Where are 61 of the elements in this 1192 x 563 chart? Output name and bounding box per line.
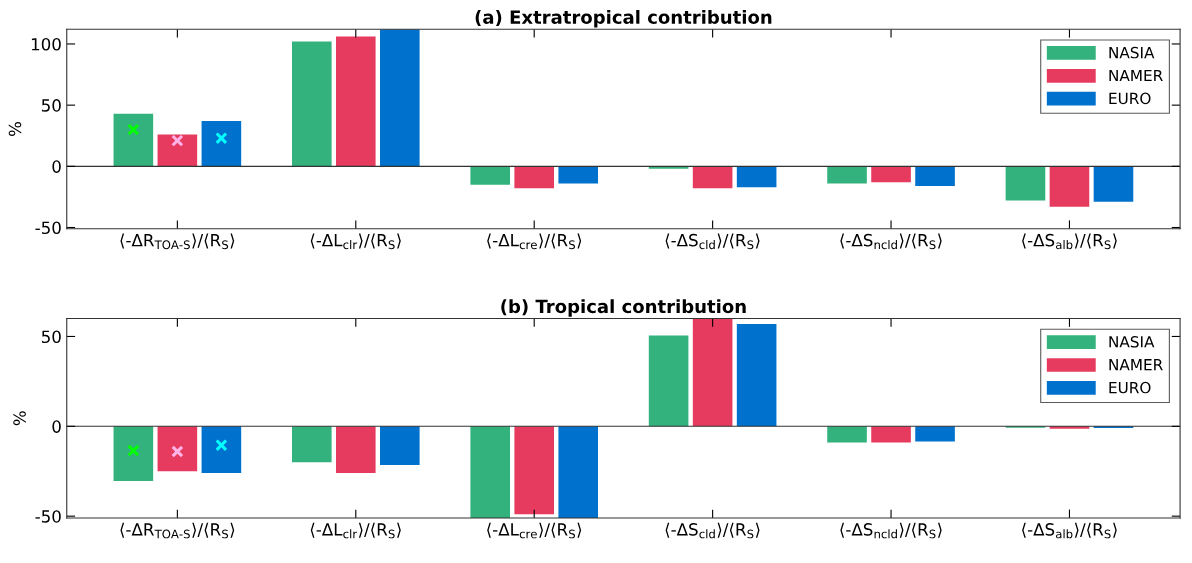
legend-label: EURO	[1109, 381, 1151, 394]
y-tick-label: 100	[31, 37, 61, 51]
bar	[915, 166, 955, 186]
bar	[1005, 166, 1046, 201]
bar	[201, 121, 242, 167]
bar	[736, 323, 777, 427]
bar	[558, 166, 599, 184]
bar	[915, 426, 955, 442]
x-tick-label: ⟨-ΔL$_{clr}$⟩/⟨R$_{S}$⟩	[310, 233, 401, 250]
chart-title: (b) Tropical contribution	[501, 299, 746, 317]
x-tick-label: ⟨-ΔL$_{cre}$⟩/⟨R$_{S}$⟩	[487, 233, 582, 250]
y-tick-label: 50	[41, 330, 61, 344]
y-axis-title: %	[13, 411, 26, 426]
bar	[736, 166, 777, 188]
bar	[470, 166, 510, 185]
y-tick-label: -50	[35, 221, 61, 235]
bar	[157, 134, 198, 167]
bar	[379, 426, 420, 465]
bar	[113, 426, 154, 482]
bar	[291, 426, 332, 463]
bar	[335, 36, 376, 167]
bar	[871, 426, 911, 443]
legend-label: NAMER	[1109, 359, 1163, 371]
legend-label: NASIA	[1109, 46, 1155, 59]
x-tick-label: ⟨-ΔR$_{TOA-S}$⟩/⟨R$_{S}$⟩	[120, 233, 235, 250]
x-tick-label: ⟨-ΔS$_{ncld}$⟩/⟨R$_{S}$⟩	[840, 233, 942, 250]
legend-label: NAMER	[1109, 69, 1163, 82]
x-tick-label: ⟨-ΔS$_{cld}$⟩/⟨R$_{S}$⟩	[665, 233, 760, 250]
legend-label: NASIA	[1109, 336, 1155, 348]
x-tick-label: ⟨-ΔS$_{alb}$⟩/⟨R$_{S}$⟩	[1022, 233, 1117, 250]
bar	[871, 166, 911, 183]
y-tick-label: 0	[52, 420, 61, 433]
bar	[157, 426, 198, 472]
bar	[692, 166, 733, 189]
bar	[514, 426, 555, 515]
x-tick-label: ⟨-ΔS$_{cld}$⟩/⟨R$_{S}$⟩	[665, 522, 760, 539]
bar	[291, 41, 332, 167]
bar	[1093, 166, 1134, 202]
bar	[379, 29, 420, 167]
legend-label: EURO	[1109, 92, 1151, 105]
x-tick-label: ⟨-ΔS$_{ncld}$⟩/⟨R$_{S}$⟩	[840, 522, 942, 539]
bar	[470, 426, 510, 518]
y-tick-label: -50	[35, 510, 61, 523]
bar	[201, 426, 242, 474]
bar	[558, 426, 599, 518]
y-axis-title: %	[8, 122, 22, 137]
bar	[113, 113, 154, 167]
x-tick-label: ⟨-ΔR$_{TOA-S}$⟩/⟨R$_{S}$⟩	[120, 522, 235, 539]
bar	[335, 426, 376, 474]
bar	[1049, 166, 1090, 207]
y-tick-label: 0	[52, 160, 61, 173]
bar	[827, 426, 867, 443]
x-tick-label: ⟨-ΔL$_{clr}$⟩/⟨R$_{S}$⟩	[310, 522, 401, 539]
bar	[514, 166, 555, 189]
y-tick-label: 50	[41, 99, 61, 112]
chart-title: (a) Extratropical contribution	[475, 10, 772, 28]
bar	[692, 318, 733, 427]
x-tick-label: ⟨-ΔL$_{cre}$⟩/⟨R$_{S}$⟩	[487, 522, 582, 539]
x-tick-label: ⟨-ΔS$_{alb}$⟩/⟨R$_{S}$⟩	[1022, 522, 1117, 539]
bar	[827, 166, 867, 184]
bar	[648, 335, 689, 427]
